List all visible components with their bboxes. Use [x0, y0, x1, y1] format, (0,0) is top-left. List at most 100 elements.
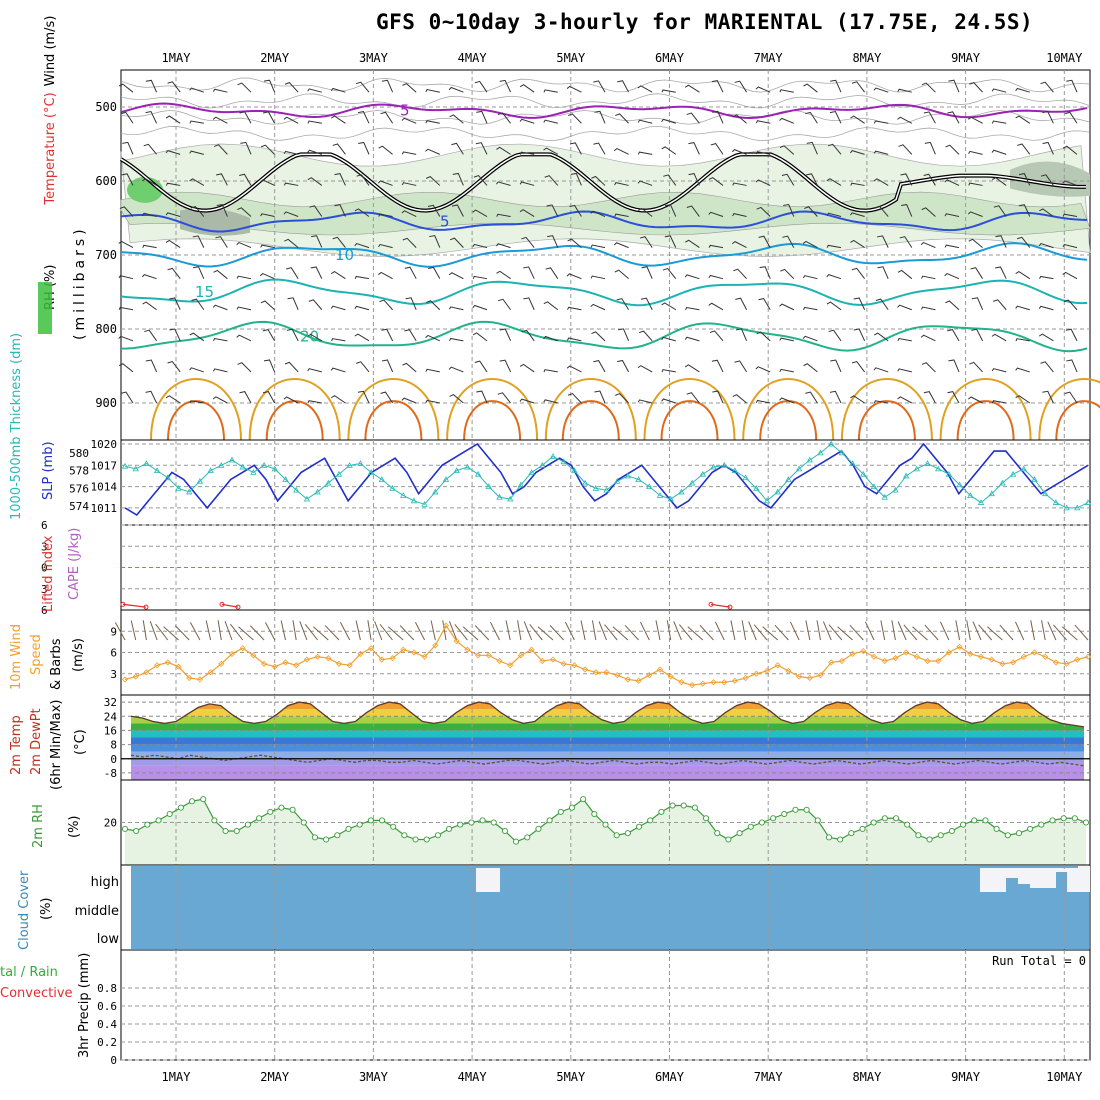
wind-barb	[259, 179, 275, 186]
wind-barb	[404, 266, 417, 279]
wind10-barb	[387, 626, 404, 641]
wind10-point	[753, 670, 760, 677]
upper-ylabel: RH (%)Temperature (°C)Wind (m/s)	[43, 16, 58, 310]
wind-barb	[591, 175, 606, 186]
wind10-point	[207, 669, 214, 676]
wind-barb	[307, 120, 322, 124]
wind10-point	[785, 667, 792, 674]
wind-barb	[686, 112, 700, 124]
wind-barb	[759, 266, 771, 279]
wind-barb	[614, 269, 629, 280]
wind10-barb	[130, 620, 137, 641]
wind-barb	[945, 300, 960, 311]
thickness-point	[228, 456, 236, 463]
thickness-point	[774, 488, 781, 495]
wind-barb	[710, 143, 724, 155]
cloud-fill	[131, 866, 1089, 949]
wind-barb	[145, 79, 158, 93]
wind10-point	[1010, 659, 1017, 666]
wind-barb	[826, 301, 842, 311]
wind-barb	[637, 365, 653, 373]
date-label-bottom: 7MAY	[754, 1070, 784, 1084]
wind10-point	[731, 677, 738, 684]
cloud-level-label: low	[97, 932, 120, 947]
wind10-point	[967, 650, 974, 657]
wind10-barb	[399, 625, 415, 641]
rh-point	[524, 834, 531, 841]
wind-barb	[755, 399, 771, 404]
wind-barb	[923, 173, 936, 186]
wind-barb	[688, 173, 700, 186]
wind-barb	[897, 396, 913, 404]
thickness-point	[432, 488, 439, 495]
wind-barb	[850, 239, 865, 249]
date-label-top: 8MAY	[852, 51, 882, 65]
rh-contour-line	[120, 110, 1090, 125]
rh-point	[948, 827, 955, 835]
wind10-barb	[940, 621, 950, 641]
date-label-bottom: 5MAY	[556, 1070, 586, 1084]
wind-barb	[519, 209, 535, 217]
wind-barb	[827, 143, 842, 155]
thickness-point	[988, 490, 995, 497]
slp-line	[124, 442, 1089, 517]
lifted-index-segment	[122, 603, 147, 608]
thickness-point	[1084, 499, 1092, 505]
temp-unit-text: (°C)	[73, 729, 88, 755]
wind10-point	[710, 679, 717, 686]
wind10-barb	[678, 624, 693, 641]
wind10-point	[314, 653, 321, 660]
wind-barb	[497, 392, 511, 404]
wind10-barb	[673, 621, 682, 641]
wind-barb	[971, 297, 984, 310]
wind-barb	[735, 328, 748, 342]
wind10-point	[1084, 653, 1092, 660]
rh-point	[960, 821, 967, 828]
wind-barb	[357, 110, 370, 124]
temp-band	[131, 730, 1084, 738]
wind-barb	[545, 267, 559, 279]
thickness-point	[271, 465, 278, 472]
wind10-barb	[355, 620, 361, 641]
thickness-point	[549, 453, 557, 459]
date-label-bottom: 2MAY	[260, 1070, 290, 1084]
wind10-barb	[430, 620, 436, 641]
wind-barb	[1018, 204, 1031, 217]
thickness-point	[453, 467, 460, 474]
lifted-index-point	[120, 601, 126, 607]
thickness-point	[710, 463, 717, 470]
temperature-contour-label: 5	[400, 102, 410, 120]
wind-barb	[354, 305, 370, 311]
wind10-barb	[762, 626, 779, 641]
wind-barb	[637, 151, 653, 155]
wind-barb	[945, 144, 960, 155]
wind10-barb	[374, 621, 383, 641]
wind-barb	[806, 173, 818, 186]
wind-barb	[165, 182, 181, 186]
wind10-point	[1074, 656, 1081, 663]
wind-barb	[967, 396, 983, 404]
wind-barb	[380, 111, 394, 124]
freezing-level-inner	[120, 153, 1087, 212]
stability-tick-label: 3	[41, 583, 48, 596]
wind10-barb	[955, 620, 961, 641]
wind10-barb	[529, 624, 543, 641]
thickness-tick-label: 578	[69, 465, 89, 478]
thickness-point	[624, 472, 632, 479]
wind-barb	[543, 399, 558, 404]
wind-barb	[968, 150, 983, 155]
thickness-point	[828, 440, 835, 447]
wind10-barb	[828, 624, 843, 641]
wind-barb	[1042, 390, 1054, 404]
wind10-point	[870, 653, 878, 660]
thickness-point	[1063, 504, 1070, 511]
wind-barb	[1064, 111, 1078, 124]
wind-barb	[829, 390, 842, 404]
wind-barb	[236, 334, 252, 342]
thickness-point	[496, 493, 503, 500]
wind-barb	[897, 269, 913, 280]
thickness-point	[325, 479, 332, 486]
wind-barb	[756, 206, 771, 217]
wind-barb	[566, 273, 582, 280]
thickness-point	[464, 463, 471, 470]
